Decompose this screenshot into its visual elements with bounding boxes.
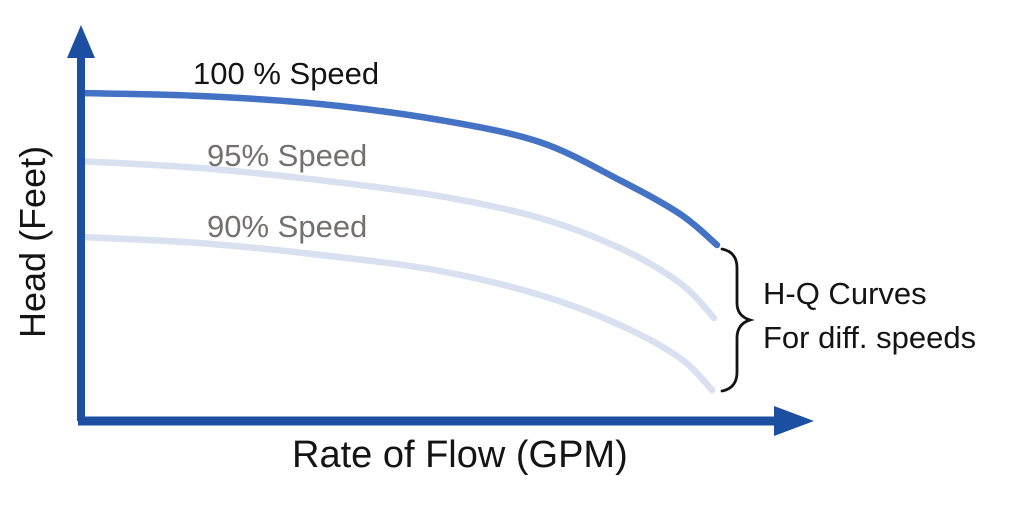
brace-annotation-line1: H-Q Curves: [763, 276, 927, 311]
x-axis-arrowhead-icon: [774, 406, 814, 436]
y-axis-label: Head (Feet): [12, 145, 53, 338]
curve-90-speed: [77, 233, 716, 394]
curve-label-95-speed: 95% Speed: [207, 138, 368, 173]
curve-100-speed: [77, 89, 721, 249]
y-axis-arrowhead-icon: [67, 25, 95, 58]
curly-brace-icon: [720, 247, 755, 393]
brace-annotation: H-Q Curves For diff. speeds: [763, 272, 976, 360]
brace-annotation-line2: For diff. speeds: [763, 320, 977, 355]
curve-95-speed: [77, 157, 718, 322]
curve-label-100-speed: 100 % Speed: [193, 56, 380, 91]
x-axis-label: Rate of Flow (GPM): [292, 434, 628, 476]
curve-label-90-speed: 90% Speed: [207, 209, 368, 244]
